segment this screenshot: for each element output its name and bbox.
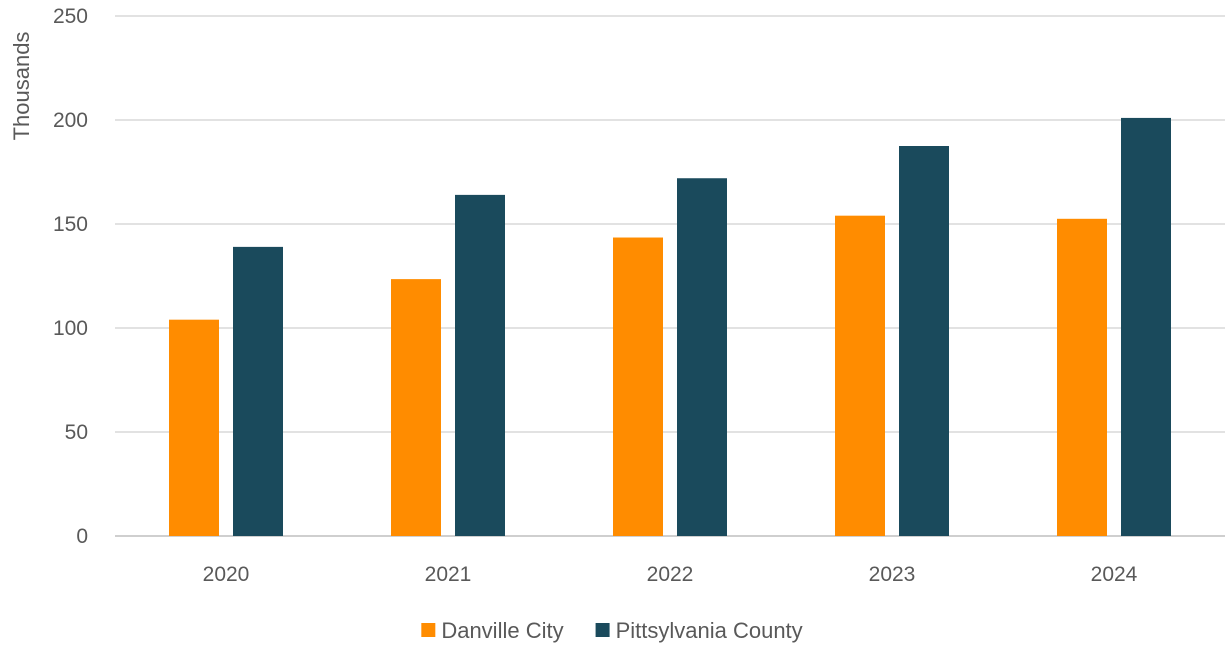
- bar-pittsylvania-county-2024: [1121, 117, 1171, 537]
- gridlines: [115, 15, 1225, 537]
- y-tick-label: 150: [53, 213, 88, 236]
- legend-label: Pittsylvania County: [616, 618, 803, 643]
- bar-pittsylvania-county-2023: [899, 146, 949, 536]
- legend-swatch: [595, 623, 610, 637]
- y-tick-label: 50: [65, 421, 88, 444]
- bar-pittsylvania-county-2021: [455, 194, 505, 536]
- bars: [169, 117, 1171, 537]
- y-tick-label: 100: [53, 317, 88, 340]
- y-tick-label: 200: [53, 109, 88, 132]
- y-axis-ticks: 0 50 100 150 200 250: [53, 5, 88, 548]
- y-tick-label: 0: [76, 525, 88, 548]
- legend: Danville City Pittsylvania County: [421, 618, 803, 643]
- y-tick-label: 250: [53, 5, 88, 28]
- legend-item-danville-city: Danville City: [421, 618, 564, 643]
- x-tick-label: 2020: [203, 563, 250, 586]
- y-axis-title: Thousands: [9, 32, 34, 141]
- bar-pittsylvania-county-2020: [233, 246, 283, 536]
- legend-item-pittsylvania-county: Pittsylvania County: [595, 618, 803, 643]
- bar-danville-city-2023: [835, 215, 885, 536]
- bar-danville-city-2021: [391, 279, 441, 536]
- x-tick-label: 2021: [425, 563, 472, 586]
- x-axis-ticks: 2020 2021 2022 2023 2024: [203, 563, 1138, 586]
- x-tick-label: 2022: [647, 563, 694, 586]
- bar-danville-city-2022: [613, 237, 663, 536]
- bar-danville-city-2020: [169, 319, 219, 536]
- bar-pittsylvania-county-2022: [677, 178, 727, 537]
- legend-label: Danville City: [441, 618, 563, 643]
- legend-swatch: [421, 623, 436, 637]
- bar-danville-city-2024: [1057, 218, 1107, 537]
- x-tick-label: 2023: [869, 563, 916, 586]
- x-tick-label: 2024: [1091, 563, 1138, 586]
